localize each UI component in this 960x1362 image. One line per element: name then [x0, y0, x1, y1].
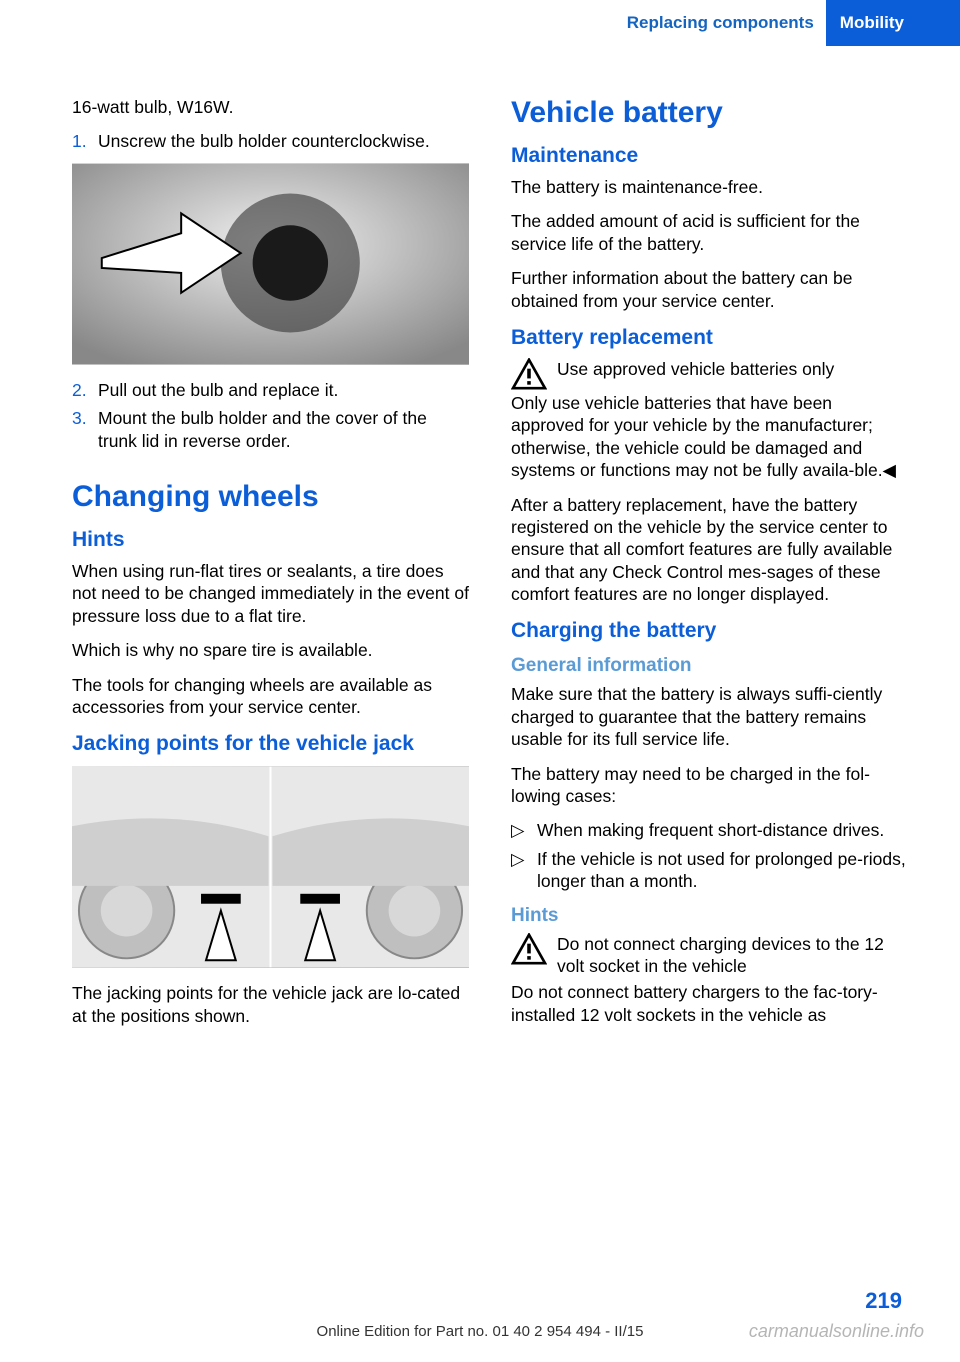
hints-heading: Hints [72, 528, 469, 552]
bullet-mark-icon: ▷ [511, 819, 537, 841]
repl-p1: After a battery replacement, have the ba… [511, 494, 908, 606]
charging-heading: Charging the battery [511, 619, 908, 643]
page-number: 219 [865, 1288, 902, 1314]
step-number: 2. [72, 379, 98, 401]
warning-block: Use approved vehicle batteries only [511, 358, 908, 390]
watermark: carmanualsonline.info [749, 1321, 924, 1342]
hints-p1: When using run-flat tires or sealants, a… [72, 560, 469, 627]
geninfo-p2: The battery may need to be charged in th… [511, 763, 908, 808]
step-number: 3. [72, 407, 98, 452]
changing-wheels-heading: Changing wheels [72, 480, 469, 514]
battery-replacement-heading: Battery replacement [511, 326, 908, 350]
vehicle-battery-heading: Vehicle battery [511, 96, 908, 130]
maint-p2: The added amount of acid is sufficient f… [511, 210, 908, 255]
content-area: 16-watt bulb, W16W. 1. Unscrew the bulb … [72, 96, 908, 1039]
general-info-heading: General information [511, 655, 908, 677]
hints-p2: Which is why no spare tire is available. [72, 639, 469, 661]
header-chapter: Mobility [826, 0, 960, 46]
header-section: Replacing components [627, 13, 826, 33]
step-3: 3. Mount the bulb holder and the cover o… [72, 407, 469, 452]
warning-triangle-icon [511, 358, 547, 390]
maintenance-heading: Maintenance [511, 144, 908, 168]
left-column: 16-watt bulb, W16W. 1. Unscrew the bulb … [72, 96, 469, 1039]
step-1: 1. Unscrew the bulb holder counterclockw… [72, 130, 469, 152]
jacking-heading: Jacking points for the vehicle jack [72, 732, 469, 756]
bulb-holder-image [72, 163, 469, 365]
warning-body-2: Do not connect battery chargers to the f… [511, 981, 908, 1026]
step-text: Unscrew the bulb holder counterclockwise… [98, 130, 469, 152]
warning-block-2: Do not connect charging devices to the 1… [511, 933, 908, 980]
warning-triangle-icon [511, 933, 547, 965]
hints-subheading: Hints [511, 905, 908, 927]
step-2: 2. Pull out the bulb and replace it. [72, 379, 469, 401]
jacking-caption: The jacking points for the vehicle jack … [72, 982, 469, 1027]
warning-title: Use approved vehicle batteries only [557, 358, 908, 380]
hints-p3: The tools for changing wheels are availa… [72, 674, 469, 719]
step-number: 1. [72, 130, 98, 152]
bullet-1: ▷ When making frequent short-distance dr… [511, 819, 908, 841]
step-text: Mount the bulb holder and the cover of t… [98, 407, 469, 452]
bullet-2: ▷ If the vehicle is not used for prolong… [511, 848, 908, 893]
bulb-spec: 16-watt bulb, W16W. [72, 96, 469, 118]
maint-p1: The battery is maintenance-free. [511, 176, 908, 198]
step-text: Pull out the bulb and replace it. [98, 379, 469, 401]
maint-p3: Further information about the battery ca… [511, 267, 908, 312]
warning-title-2: Do not connect charging devices to the 1… [557, 933, 908, 978]
page-header: Replacing components Mobility [627, 0, 960, 46]
bullet-text: When making frequent short-distance driv… [537, 819, 884, 841]
warning-body: Only use vehicle batteries that have bee… [511, 392, 908, 482]
jacking-points-image [72, 766, 469, 968]
geninfo-p1: Make sure that the battery is always suf… [511, 683, 908, 750]
bullet-text: If the vehicle is not used for prolonged… [537, 848, 908, 893]
bullet-mark-icon: ▷ [511, 848, 537, 893]
right-column: Vehicle battery Maintenance The battery … [511, 96, 908, 1039]
